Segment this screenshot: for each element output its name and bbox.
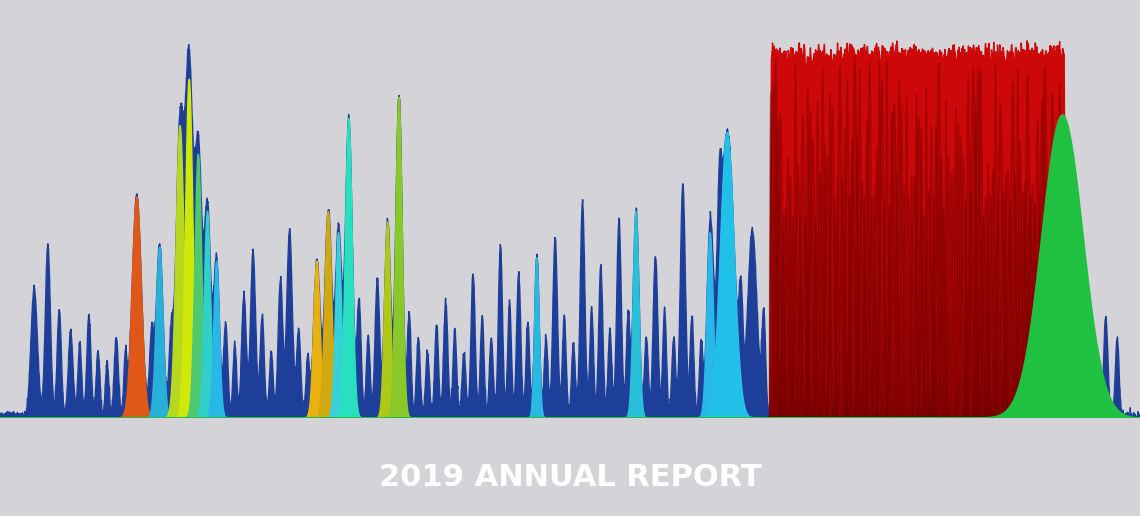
Text: 2019 ANNUAL REPORT: 2019 ANNUAL REPORT <box>378 463 762 492</box>
